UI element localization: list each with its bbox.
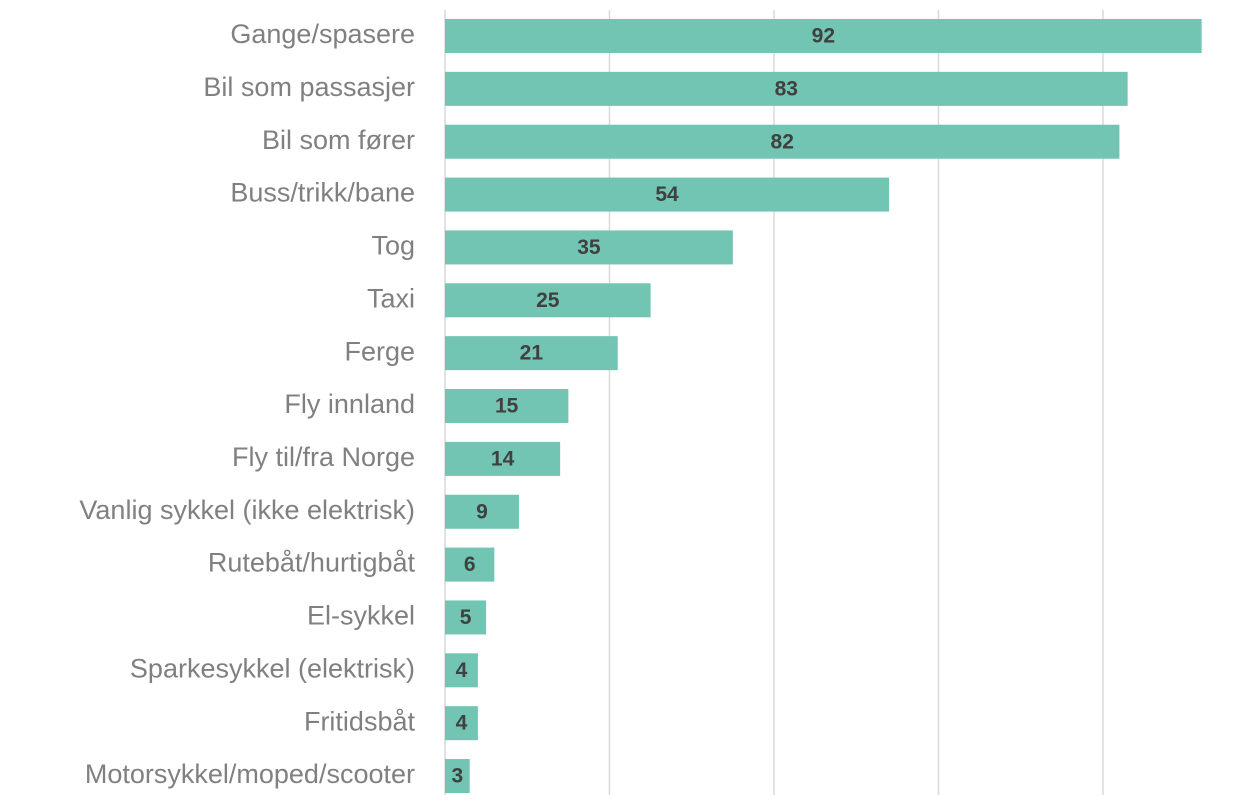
bar — [445, 19, 1202, 53]
bar — [445, 336, 618, 371]
y-tick-label: Taxi — [367, 283, 415, 313]
y-tick-label: Motorsykkel/moped/scooter — [85, 759, 415, 789]
value-label: 4 — [456, 712, 468, 735]
y-tick-label: Sparkesykkel (elektrisk) — [130, 653, 415, 683]
value-label: 3 — [451, 765, 463, 788]
value-label: 54 — [655, 183, 679, 206]
bar — [445, 706, 478, 741]
y-tick-label: Gange/spasere — [230, 19, 415, 49]
value-label: 15 — [495, 395, 519, 418]
bar — [445, 441, 561, 476]
y-tick-label: El-sykkel — [307, 601, 415, 631]
value-label: 14 — [491, 447, 515, 470]
value-label: 25 — [536, 289, 560, 312]
bar — [445, 71, 1128, 106]
y-tick-label: Tog — [371, 231, 415, 261]
value-label: 21 — [520, 342, 544, 365]
bar — [445, 547, 495, 582]
y-tick-label: Buss/trikk/bane — [230, 178, 415, 208]
y-tick-label: Vanlig sykkel (ikke elektrisk) — [79, 495, 415, 525]
value-label: 5 — [460, 606, 472, 629]
value-label: 83 — [775, 77, 798, 100]
y-tick-label: Bil som passasjer — [203, 72, 415, 102]
value-label: 6 — [464, 553, 476, 576]
bar — [445, 389, 569, 424]
bar — [445, 230, 733, 265]
value-label: 9 — [476, 500, 488, 523]
bar — [445, 494, 520, 529]
y-tick-label: Rutebåt/hurtigbåt — [208, 548, 416, 578]
bar — [445, 177, 890, 212]
y-tick-label: Fritidsbåt — [304, 706, 416, 736]
y-tick-label: Ferge — [344, 336, 415, 366]
bar — [445, 283, 651, 318]
value-label: 35 — [577, 236, 601, 259]
value-label: 4 — [456, 659, 468, 682]
bar — [445, 600, 487, 635]
y-tick-label: Fly innland — [284, 389, 415, 419]
y-tick-label: Fly til/fra Norge — [232, 442, 415, 472]
value-label: 92 — [812, 25, 835, 48]
bar — [445, 653, 478, 688]
value-label: 82 — [771, 130, 794, 153]
bar — [445, 124, 1120, 159]
y-tick-label: Bil som fører — [262, 125, 415, 155]
bar — [445, 759, 470, 794]
